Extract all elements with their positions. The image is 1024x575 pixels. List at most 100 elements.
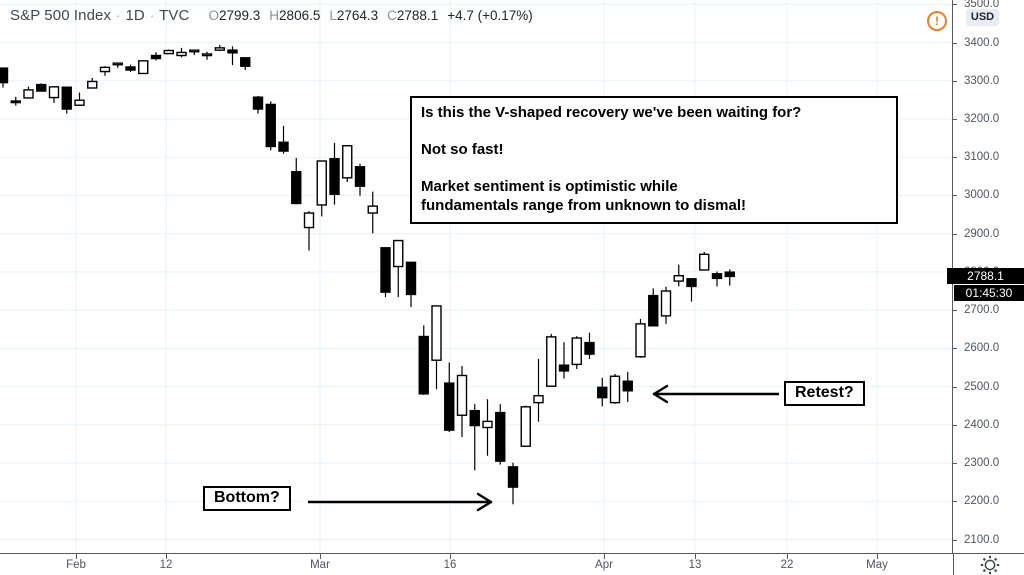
low-value: L2764.3 <box>329 8 379 23</box>
candle <box>214 44 225 51</box>
candle <box>673 264 684 287</box>
time-tick <box>787 554 788 559</box>
change-value: +4.7 (+0.17%) <box>447 8 533 23</box>
candle <box>138 60 149 75</box>
separator-dot: · <box>149 8 155 23</box>
close-value: C2788.1 <box>387 8 439 23</box>
candle <box>23 86 34 99</box>
price-tick <box>953 233 957 235</box>
candle <box>507 462 519 505</box>
candle <box>342 145 353 183</box>
price-axis-label: 2200.0 <box>964 495 1000 508</box>
candle <box>227 46 238 66</box>
candle <box>99 66 111 76</box>
candle <box>405 261 417 308</box>
candle <box>150 52 162 61</box>
candle <box>176 47 187 58</box>
candle <box>303 211 315 251</box>
high-value: H2806.5 <box>269 8 321 23</box>
currency-badge[interactable]: USD <box>966 9 999 26</box>
open-value: O2799.3 <box>208 8 261 23</box>
time-axis-label: 12 <box>159 559 173 571</box>
price-axis[interactable]: 3500.0 3400.0 3300.0 3200.0 3100.0 3000.0 2900… <box>947 0 1024 553</box>
price-tick <box>953 4 957 6</box>
candle <box>278 125 289 154</box>
bottom-label-box[interactable]: Bottom? <box>203 486 291 511</box>
candle <box>10 96 21 106</box>
time-axis[interactable]: Feb 12 Mar 16 Apr 13 22 May <box>0 553 1024 575</box>
price-axis-label: 3000.0 <box>964 189 1000 202</box>
candle <box>367 191 378 234</box>
price-axis-label: 2300.0 <box>964 457 1000 470</box>
candle <box>635 318 646 358</box>
price-tick <box>953 501 957 503</box>
current-price-flag: 2788.1 <box>947 268 1024 285</box>
price-axis-label: 3100.0 <box>964 151 1000 164</box>
candle <box>469 404 480 471</box>
candle <box>724 269 735 286</box>
candle <box>533 359 544 422</box>
candle <box>431 305 442 390</box>
exchange-label[interactable]: TVC <box>159 7 190 24</box>
symbol-title[interactable]: S&P 500 Index <box>10 7 112 24</box>
candle <box>291 157 302 205</box>
price-axis-label: 3500.0 <box>964 0 1000 11</box>
price-axis-label: 3400.0 <box>964 36 1000 49</box>
time-axis-label: Apr <box>595 559 613 571</box>
candle <box>482 399 493 456</box>
bottom-arrow[interactable] <box>308 492 493 512</box>
candle <box>711 271 723 287</box>
price-tick <box>953 348 957 350</box>
candle <box>61 86 72 114</box>
price-tick <box>953 386 957 388</box>
legend: S&P 500 Index · 1D · TVC O2799.3 H2806.5… <box>10 7 533 24</box>
price-axis-label: 2400.0 <box>964 418 1000 431</box>
alert-icon[interactable]: ! <box>927 11 947 31</box>
interval-label[interactable]: 1D <box>125 7 145 24</box>
candle <box>36 83 47 92</box>
time-tick <box>604 554 605 559</box>
candle <box>546 333 557 387</box>
candle <box>354 163 366 196</box>
chart-plot[interactable] <box>0 0 952 552</box>
time-axis-label: 13 <box>688 559 702 571</box>
time-tick <box>695 554 696 559</box>
candle <box>0 67 9 88</box>
time-tick <box>166 554 167 559</box>
candle <box>393 239 404 298</box>
candle <box>380 247 391 298</box>
candle <box>444 362 455 433</box>
price-tick <box>953 463 957 465</box>
price-tick <box>953 310 957 312</box>
time-axis-label: May <box>866 559 888 571</box>
price-tick <box>953 539 957 541</box>
price-tick <box>953 118 957 120</box>
price-tick <box>953 42 957 44</box>
price-axis-label: 3200.0 <box>964 112 1000 125</box>
price-axis-label: 2900.0 <box>964 227 1000 240</box>
candle <box>686 278 697 302</box>
time-axis-label: Feb <box>66 559 86 571</box>
candle <box>622 372 633 402</box>
retest-label-box[interactable]: Retest? <box>784 381 865 406</box>
candle <box>240 57 251 71</box>
axis-corner <box>953 554 1024 575</box>
retest-arrow[interactable] <box>652 384 779 404</box>
separator-dot: · <box>116 8 121 23</box>
price-axis-label: 2700.0 <box>964 304 1000 317</box>
candle <box>329 143 340 205</box>
note-text-box[interactable]: Is this the V-shaped recovery we've been… <box>410 96 898 224</box>
time-axis-label: 22 <box>780 559 794 571</box>
candle <box>125 64 136 72</box>
time-tick <box>450 554 451 559</box>
candle <box>571 336 582 369</box>
candle <box>87 78 98 89</box>
candle <box>520 405 531 447</box>
gear-icon[interactable] <box>979 554 1001 575</box>
candle <box>597 377 608 407</box>
candle <box>418 325 429 395</box>
candle <box>74 92 85 106</box>
time-tick <box>320 554 321 559</box>
candlestick-series <box>0 44 735 505</box>
